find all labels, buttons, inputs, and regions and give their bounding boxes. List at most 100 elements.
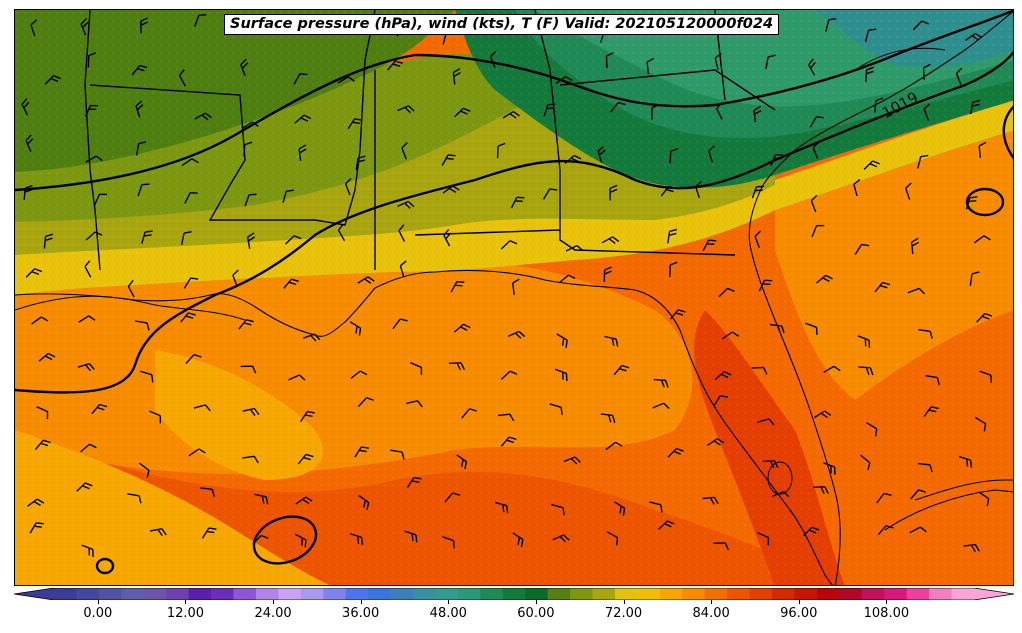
wind-barb [757,531,770,546]
wind-barb [658,520,675,530]
temperature-map: 1019 [15,10,1013,585]
wind-barb [78,315,96,323]
wind-barb [708,145,715,163]
wind-barb [489,50,497,68]
wind-barb [30,19,38,37]
colorbar-segment [54,588,78,600]
wind-barb [240,58,249,77]
colorbar-segment [570,588,594,600]
border-4 [534,10,736,256]
wind-barb [138,462,150,478]
colorbar-extend-low [14,588,54,600]
wind-barb [23,184,33,201]
wind-barb [293,73,308,85]
wind-barb [242,407,260,416]
colorbar-segment [233,588,257,600]
wind-barb [201,527,217,539]
wind-barb [193,404,211,412]
wind-barb [803,526,820,537]
wind-barb [390,449,405,460]
wind-barb [43,233,54,249]
colorbar-segment [772,588,796,600]
wind-barb [805,322,818,335]
colorbar-segment [480,588,504,600]
colorbar-tick-mark [360,600,362,604]
wind-barb [910,237,919,255]
wind-barb [79,443,97,453]
colorbar-segment [166,588,190,600]
wind-barb [669,147,679,164]
wind-barb [555,75,573,85]
wind-barb [667,228,678,244]
map-title: Surface pressure (hPa), wind (kts), T (F… [224,14,780,35]
wind-barb [816,274,833,284]
wind-barb [853,179,861,197]
wind-barb [609,184,618,201]
wind-barb [349,533,364,545]
wind-barb [357,397,374,408]
wind-barb [974,416,987,432]
colorbar-segment [704,588,728,600]
colorbar-segment [951,588,975,600]
wind-barb [904,182,912,200]
colorbar-segment [345,588,369,600]
colorbar-segment [390,588,414,600]
colorbar-segment [682,588,706,600]
wind-barb [397,200,415,209]
wind-barb [877,524,894,536]
wind-barb [963,543,980,553]
wind-barb [702,496,719,505]
wind-barb [461,408,477,419]
contour-1 [15,295,246,321]
colorbar-segment [929,588,953,600]
colorbar-tick-label: 72.00 [604,606,643,621]
wind-barb [200,487,216,497]
wind-barb [410,362,423,375]
colorbar-segment [884,588,908,600]
wind-barb [917,462,933,473]
wind-barb [864,28,877,42]
wind-barb [810,194,818,213]
wind-barb [238,319,254,330]
wind-barb [605,52,614,69]
colorbar-segment [906,588,930,600]
wind-barb [184,191,198,204]
wind-barb [91,403,108,415]
wind-barb [866,422,878,437]
wind-barb [653,378,669,388]
wind-barb [350,370,368,380]
wind-barb [978,141,987,158]
thin-contours [15,47,946,495]
wind-barb [300,410,315,422]
wind-barb [912,20,930,31]
wind-barb [549,403,563,415]
wind-barb [958,455,973,468]
colorbar-segment [457,588,481,600]
wind-barb [135,100,144,118]
wind-barb [137,183,150,197]
wind-barb [194,112,212,121]
cuba-coast [884,489,1013,531]
wind-barb [243,141,253,157]
wind-barb [85,231,103,241]
colorbar-segment [749,588,773,600]
colorbar-tick-label: 0.00 [83,606,113,621]
wind-barb [714,52,722,70]
wind-barb [29,522,44,534]
border-1 [84,10,101,271]
wind-barb [450,280,465,293]
colorbar-segment [502,588,526,600]
wind-barb [298,144,307,161]
wind-barb [652,402,670,410]
wind-barb [387,60,403,71]
wind-barb [955,67,963,85]
colorbar-tick-mark [535,600,537,604]
wind-barb [453,323,471,333]
wind-barb [651,104,660,120]
wind-barb [84,104,99,117]
colorbar-segment [211,588,235,600]
wind-barb [180,312,196,323]
colorbar-tick-label: 60.00 [517,606,555,621]
wind-barb [811,224,825,238]
colorbar-segment [143,588,167,600]
